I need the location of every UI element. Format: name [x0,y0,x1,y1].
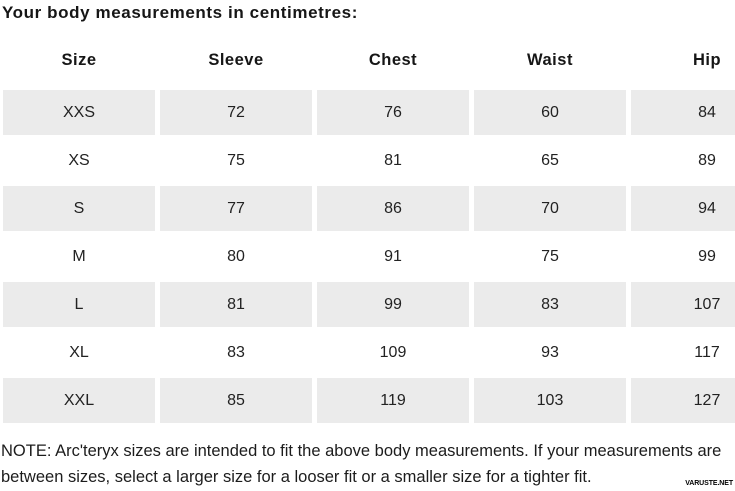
chest-cell: 109 [317,330,469,378]
column-header-chest: Chest [368,51,418,69]
hip-cell: 89 [631,138,735,186]
size-cell: S [3,186,155,234]
waist-cell: 93 [474,330,626,378]
table-row-xxl: XXL 85 119 103 127 [3,378,735,426]
table-row-xs: XS 75 81 65 89 [3,138,735,186]
table-row-m: M 80 91 75 99 [3,234,735,282]
waist-cell: 75 [474,234,626,282]
chest-cell: 81 [317,138,469,186]
chest-cell: 76 [317,90,469,138]
table-row-xl: XL 83 109 93 117 [3,330,735,378]
waist-cell: 70 [474,186,626,234]
varuste-watermark: VARUSTE.NET [685,480,733,487]
waist-cell: 103 [474,378,626,426]
sizing-note: NOTE: Arc'teryx sizes are intended to fi… [1,442,722,486]
sleeve-cell: 77 [160,186,312,234]
sleeve-cell: 75 [160,138,312,186]
sleeve-cell: 83 [160,330,312,378]
page-title: Your body measurements in centimetres: [2,3,358,22]
sleeve-cell: 72 [160,90,312,138]
sleeve-cell: 85 [160,378,312,426]
hip-cell: 127 [631,378,735,426]
sleeve-cell: 81 [160,282,312,330]
hip-cell: 99 [631,234,735,282]
hip-cell: 107 [631,282,735,330]
hip-cell: 117 [631,330,735,378]
waist-cell: 60 [474,90,626,138]
table-row-s: S 77 86 70 94 [3,186,735,234]
chest-cell: 119 [317,378,469,426]
size-chart-table: Size Sleeve Chest Waist Hip XXS 72 76 60… [3,44,735,426]
size-cell: XS [3,138,155,186]
column-header-sleeve: Sleeve [208,51,264,69]
size-cell: M [3,234,155,282]
hip-cell: 94 [631,186,735,234]
chest-cell: 99 [317,282,469,330]
column-header-hip: Hip [692,51,722,69]
waist-cell: 65 [474,138,626,186]
chest-cell: 86 [317,186,469,234]
size-cell: XXL [3,378,155,426]
size-cell: L [3,282,155,330]
chest-cell: 91 [317,234,469,282]
table-row-xxs: XXS 72 76 60 84 [3,90,735,138]
table-header-row: Size Sleeve Chest Waist Hip [3,44,735,77]
table-row-l: L 81 99 83 107 [3,282,735,330]
column-header-size: Size [61,51,97,69]
size-cell: XXS [3,90,155,138]
waist-cell: 83 [474,282,626,330]
size-cell: XL [3,330,155,378]
sleeve-cell: 80 [160,234,312,282]
hip-cell: 84 [631,90,735,138]
column-header-waist: Waist [527,51,573,69]
